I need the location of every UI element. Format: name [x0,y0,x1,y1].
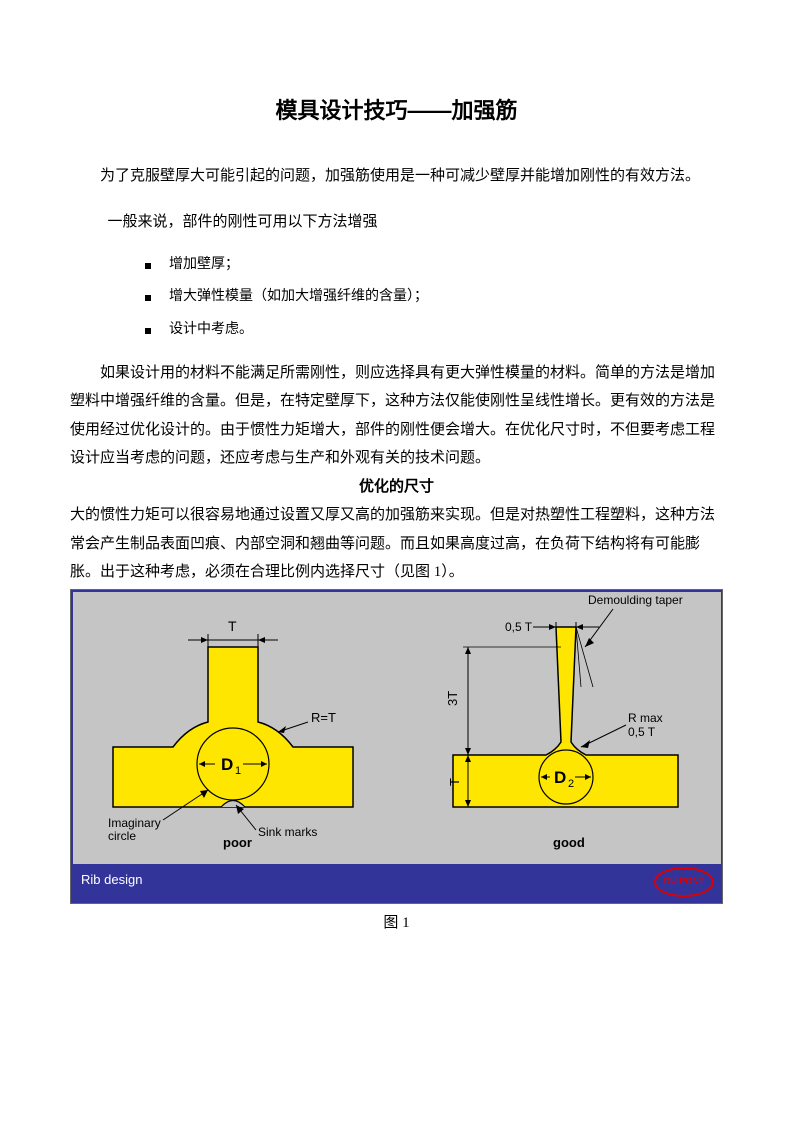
figure-number: 图 1 [70,909,723,938]
bullet-marker [145,328,151,334]
paragraph-1: 如果设计用的材料不能满足所需刚性，则应选择具有更大弹性模量的材料。简单的方法是增… [70,359,723,473]
sub-intro: 一般来说，部件的刚性可用以下方法增强 [70,208,723,237]
d1-label: D [221,755,233,774]
t-label: T [228,618,237,634]
dupont-logo: DU PONT [654,867,714,899]
figure-caption: Rib design [81,868,142,893]
diagram-good: D 2 0,5 T Demoulding taper [413,592,721,864]
3t-label: 3T [445,690,460,705]
rmax-label: R max [628,711,663,725]
rt-label: R=T [311,710,336,725]
demould-label: Demoulding taper [588,593,683,607]
figure-canvas: D 1 T R=T [73,592,721,864]
circle-label: circle [108,829,136,843]
good-label: good [553,831,585,856]
intro-paragraph: 为了克服壁厚大可能引起的问题，加强筋使用是一种可减少壁厚并能增加刚性的有效方法。 [70,162,723,191]
halfT-label: 0,5 T [505,620,533,634]
bullet-text: 增加壁厚； [169,252,239,279]
t-vert-label: T [447,778,462,786]
subtitle: 优化的尺寸 [70,473,723,502]
figure-1: D 1 T R=T [70,589,723,904]
imaginary-label: Imaginary [108,816,161,830]
bullet-text: 增大弹性模量（如加大增强纤维的含量）； [169,284,428,311]
list-item: 设计中考虑。 [145,317,723,344]
d1-sub: 1 [235,765,241,777]
rmax-val: 0,5 T [628,725,656,739]
poor-label: poor [223,831,252,856]
d2-sub: 2 [568,778,574,790]
list-item: 增大弹性模量（如加大增强纤维的含量）； [145,284,723,311]
diagram-poor: D 1 T R=T [73,592,397,864]
bullet-list: 增加壁厚； 增大弹性模量（如加大增强纤维的含量）； 设计中考虑。 [145,252,723,344]
sink-label: Sink marks [258,825,317,839]
bullet-text: 设计中考虑。 [169,317,253,344]
dupont-oval: DU PONT [654,867,714,897]
page-title: 模具设计技巧——加强筋 [70,90,723,132]
bullet-marker [145,263,151,269]
list-item: 增加壁厚； [145,252,723,279]
paragraph-2: 大的惯性力矩可以很容易地通过设置又厚又高的加强筋来实现。但是对热塑性工程塑料，这… [70,501,723,587]
d2-label: D [554,768,566,787]
bullet-marker [145,295,151,301]
